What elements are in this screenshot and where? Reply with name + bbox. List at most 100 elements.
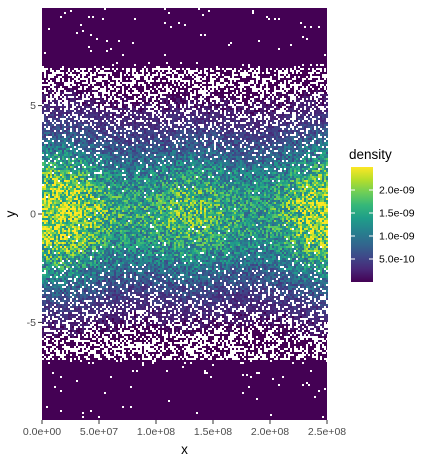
density-cell [284, 82, 286, 84]
density-cell [158, 154, 160, 156]
density-cell [224, 126, 226, 128]
density-cell [278, 108, 280, 110]
density-cell [290, 84, 292, 86]
density-cell [292, 148, 294, 150]
density-cell [128, 124, 130, 126]
density-cell [116, 78, 118, 80]
density-cell [278, 74, 280, 76]
density-cell [164, 116, 166, 118]
density-cell [66, 82, 68, 84]
density-cell [64, 100, 66, 102]
density-cell [154, 86, 156, 88]
density-cell [98, 144, 100, 146]
density-cell [74, 84, 76, 86]
density-cell [188, 146, 190, 148]
density-cell [310, 118, 312, 120]
density-cell [198, 106, 200, 108]
density-cell [76, 32, 78, 34]
density-cell [186, 126, 188, 128]
density-cell [158, 112, 160, 114]
density-cell [162, 68, 164, 70]
density-cell [220, 150, 222, 152]
density-cell [260, 118, 262, 120]
density-cell [60, 96, 62, 98]
density-cell [142, 92, 144, 94]
density-cell [180, 120, 182, 122]
density-cell [110, 124, 112, 126]
density-cell [90, 130, 92, 132]
density-cell [234, 70, 236, 72]
density-cell [184, 70, 186, 72]
density-cell [126, 112, 128, 114]
density-cell [168, 114, 170, 116]
density-cell [256, 102, 258, 104]
density-cell [76, 114, 78, 116]
density-cell [46, 144, 48, 146]
density-cell [150, 106, 152, 108]
density-cell [94, 122, 96, 124]
density-cell [154, 124, 156, 126]
density-cell [232, 126, 234, 128]
density-cell [82, 78, 84, 80]
density-cell [86, 114, 88, 116]
density-cell [148, 140, 150, 142]
density-cell [170, 78, 172, 80]
density-cell [206, 116, 208, 118]
density-cell [110, 154, 112, 156]
density-cell [182, 114, 184, 116]
density-cell [306, 86, 308, 88]
density-cell [44, 132, 46, 134]
density-cell [82, 130, 84, 132]
density-cell [166, 140, 168, 142]
density-cell [122, 86, 124, 88]
density-cell [224, 148, 226, 150]
density-cell [202, 114, 204, 116]
density-cell [242, 130, 244, 132]
density-cell [194, 96, 196, 98]
density-cell [200, 134, 202, 136]
density-cell [76, 116, 78, 118]
density-cell [280, 118, 282, 120]
density-cell [112, 116, 114, 118]
density-cell [286, 152, 288, 154]
density-cell [56, 118, 58, 120]
density-cell [140, 120, 142, 122]
density-cell [160, 128, 162, 130]
density-cell [272, 124, 274, 126]
density-cell [94, 136, 96, 138]
density-cell [172, 78, 174, 80]
density-cell [158, 92, 160, 94]
density-cell [76, 110, 78, 112]
density-cell [318, 98, 320, 100]
density-cell [238, 152, 240, 154]
density-cell [268, 118, 270, 120]
density-cell [288, 104, 290, 106]
density-cell [246, 136, 248, 138]
density-cell [308, 72, 310, 74]
density-cell [274, 18, 276, 20]
density-cell [314, 96, 316, 98]
density-cell [52, 72, 54, 74]
density-cell [180, 104, 182, 106]
density-cell [68, 116, 70, 118]
density-cell [66, 154, 68, 156]
density-cell [282, 124, 284, 126]
density-cell [200, 118, 202, 120]
density-cell [204, 104, 206, 106]
density-cell [88, 92, 90, 94]
density-cell [176, 90, 178, 92]
density-cell [78, 150, 80, 152]
density-cell [128, 134, 130, 136]
density-cell [80, 112, 82, 114]
density-cell [322, 150, 324, 152]
density-cell [176, 110, 178, 112]
density-cell [314, 130, 316, 132]
density-cell [106, 122, 108, 124]
density-cell [64, 144, 66, 146]
density-cell [226, 124, 228, 126]
density-cell [50, 70, 52, 72]
density-cell [214, 114, 216, 116]
density-cell [138, 120, 140, 122]
density-cell [278, 120, 280, 122]
density-cell [130, 110, 132, 112]
